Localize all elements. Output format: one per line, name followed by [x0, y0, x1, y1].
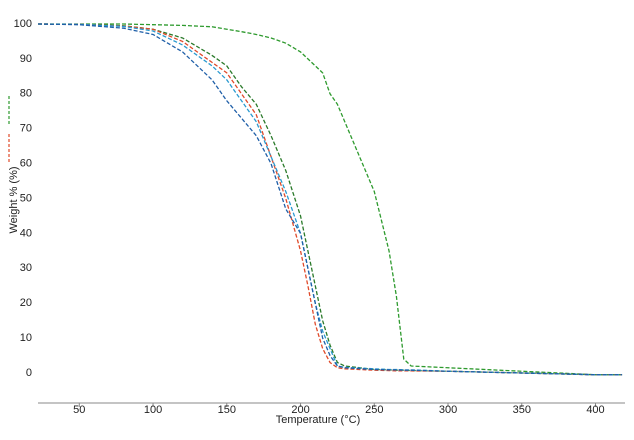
y-tick-label: 30	[20, 262, 32, 274]
y-tick-label: 80	[20, 88, 32, 100]
x-axis-label: Temperature (°C)	[276, 414, 360, 426]
y-tick-label: 100	[14, 18, 32, 30]
y-tick-label: 40	[20, 227, 32, 239]
x-tick-label: 150	[218, 404, 236, 416]
data-line	[37, 23, 623, 376]
x-tick-label: 400	[586, 404, 604, 416]
x-tick-label: 200	[291, 404, 309, 416]
data-line	[37, 23, 623, 376]
y-tick-label: 50	[20, 192, 32, 204]
x-tick-label: 350	[513, 404, 531, 416]
y-tick-label: 10	[20, 332, 32, 344]
data-line	[38, 23, 623, 376]
y-tick-label: 60	[20, 158, 32, 170]
y-tick-label: 70	[20, 123, 32, 135]
x-tick-label: 250	[365, 404, 383, 416]
y-tick-label: 0	[26, 367, 32, 379]
data-line	[37, 23, 623, 376]
x-tick-label: 300	[439, 404, 457, 416]
y-axis-label: Weight % (%)	[8, 166, 20, 233]
data-line	[37, 23, 623, 376]
y-tick-label: 20	[20, 297, 32, 309]
x-tick-label: 50	[73, 404, 85, 416]
y-tick-label: 90	[20, 53, 32, 65]
x-tick-label: 100	[144, 404, 162, 416]
